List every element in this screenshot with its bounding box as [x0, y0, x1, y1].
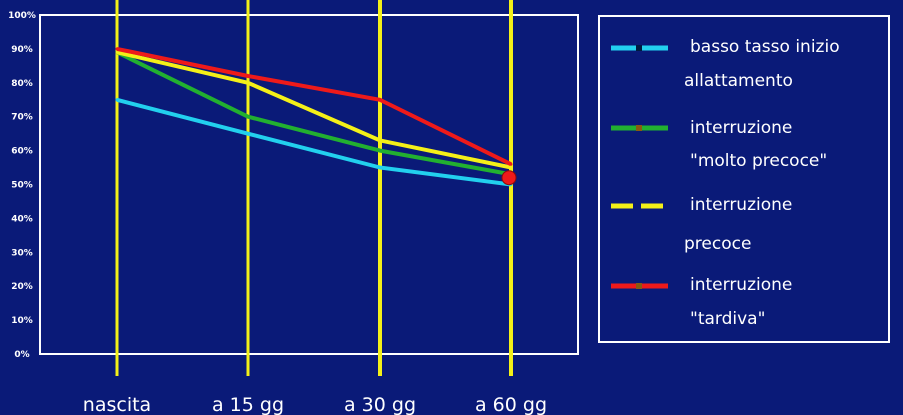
- legend-label: interruzione: [690, 118, 792, 138]
- data-point: [509, 166, 513, 169]
- legend-label: allattamento: [684, 71, 793, 91]
- legend-label: interruzione: [690, 275, 792, 295]
- x-category-label: a 60 gg: [475, 394, 547, 415]
- data-point: [246, 81, 250, 85]
- y-tick-label: 60%: [11, 147, 33, 157]
- y-tick-label: 80%: [11, 79, 33, 89]
- data-point: [509, 162, 513, 166]
- endpoint-marker: [501, 170, 517, 186]
- x-category-label: nascita: [83, 394, 151, 415]
- data-point: [246, 132, 250, 136]
- data-point: [115, 50, 119, 54]
- y-tick-label: 50%: [11, 181, 33, 191]
- data-point: [246, 115, 250, 119]
- data-point: [378, 98, 382, 102]
- legend-entry: interruzione "molto precoce": [611, 118, 827, 171]
- data-point: [246, 74, 250, 78]
- legend-label: precoce: [684, 234, 751, 254]
- series-lines: [115, 46, 513, 187]
- category-guides: [115, 0, 513, 376]
- x-category-label: a 30 gg: [344, 394, 416, 415]
- legend-label: interruzione: [690, 195, 792, 215]
- legend-box: [598, 15, 890, 343]
- y-tick-label: 0%: [14, 350, 29, 360]
- legend-entry: interruzione precoce: [611, 195, 792, 254]
- y-tick-label: 70%: [11, 113, 33, 123]
- series-line: [116, 97, 512, 187]
- y-tick-label: 90%: [11, 45, 33, 55]
- y-tick-label: 30%: [11, 248, 33, 258]
- data-point: [115, 98, 119, 102]
- plot-frame: [39, 14, 579, 355]
- x-axis-categories: nascita a 15 gg a 30 gg a 60 gg: [83, 394, 547, 415]
- legend: basso tasso inizio allattamento interruzio…: [598, 15, 890, 343]
- y-tick-label: 100%: [8, 11, 36, 21]
- legend-label: "molto precoce": [690, 151, 827, 171]
- legend-label: "tardiva": [690, 309, 765, 329]
- y-tick-label: 20%: [11, 282, 33, 292]
- data-point: [378, 149, 382, 153]
- data-point: [378, 166, 382, 169]
- legend-marker: [636, 45, 642, 51]
- legend-label: basso tasso inizio: [690, 37, 840, 57]
- y-tick-label: 40%: [11, 214, 33, 224]
- series-line: [116, 46, 512, 166]
- data-point: [115, 47, 119, 51]
- y-axis-ticks: 0% 10% 20% 30% 40% 50% 60% 70% 80% 90% 100%: [8, 11, 36, 360]
- legend-marker: [636, 283, 642, 289]
- legend-entry: basso tasso inizio allattamento: [611, 37, 840, 91]
- y-tick-label: 10%: [11, 316, 33, 326]
- legend-entry: interruzione "tardiva": [611, 275, 792, 329]
- legend-marker: [636, 125, 642, 131]
- series-line: [116, 50, 512, 177]
- x-category-label: a 15 gg: [212, 394, 284, 415]
- series-line: [116, 50, 512, 170]
- data-point: [378, 138, 382, 142]
